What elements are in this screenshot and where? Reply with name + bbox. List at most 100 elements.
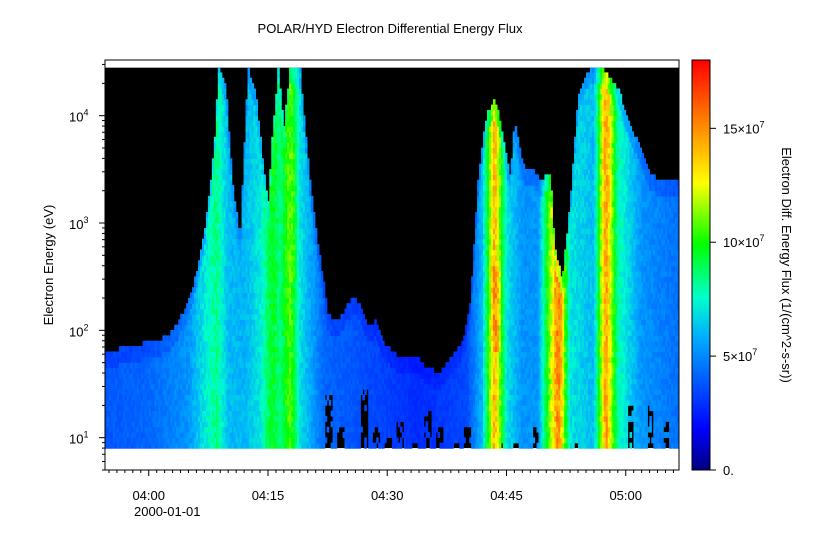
spectrogram-cell xyxy=(134,378,138,385)
spectrogram-cell xyxy=(322,442,326,449)
spectrogram-cell xyxy=(128,372,132,379)
spectrogram-cell xyxy=(105,437,108,444)
spectrogram-cell xyxy=(150,378,154,385)
spectrogram-cell xyxy=(158,378,162,385)
spectrogram-cell xyxy=(108,372,112,379)
spectrogram-cell xyxy=(227,131,231,138)
spectrogram-cell xyxy=(114,367,118,374)
spectrogram-cell xyxy=(166,410,169,417)
spectrogram-cell xyxy=(300,104,304,111)
spectrogram-cell xyxy=(136,356,140,363)
spectrogram-cell xyxy=(174,340,177,347)
spectrogram-cell xyxy=(140,431,144,438)
spectrogram-cell xyxy=(190,431,193,438)
spectrogram-cell xyxy=(128,415,132,422)
spectrogram-cell xyxy=(164,399,167,406)
spectrogram-cell xyxy=(281,115,284,122)
spectrogram-cell xyxy=(114,410,118,417)
spectrogram-cell xyxy=(263,174,266,181)
spectrogram-cell xyxy=(118,351,122,358)
spectrogram-cell xyxy=(166,442,169,449)
spectrogram-cell xyxy=(142,356,146,363)
spectrogram-cell xyxy=(128,389,132,396)
spectrogram-cell xyxy=(182,394,185,401)
spectrogram-cell xyxy=(158,405,162,412)
spectrogram-cell xyxy=(166,394,169,401)
spectrogram-cell xyxy=(132,405,136,412)
spectrogram-cell xyxy=(142,442,146,449)
spectrogram-cell xyxy=(184,324,187,331)
spectrogram-cell xyxy=(298,72,302,79)
spectrogram-cell xyxy=(184,399,187,406)
spectrogram-cell xyxy=(312,217,316,224)
spectrogram-cell xyxy=(168,378,171,385)
spectrogram-cell xyxy=(358,442,361,449)
spectrogram-cell xyxy=(122,346,126,353)
spectrogram-cell xyxy=(178,367,181,374)
spectrogram-cell xyxy=(178,351,181,358)
spectrogram-cell xyxy=(118,415,122,422)
spectrogram-cell xyxy=(162,351,165,358)
spectrogram-cell xyxy=(188,399,191,406)
spectrogram-cell xyxy=(170,394,173,401)
spectrogram-cell xyxy=(170,356,173,363)
spectrogram-cell xyxy=(134,356,138,363)
spectrogram-cell xyxy=(190,335,193,342)
spectrogram-cell xyxy=(184,335,187,342)
spectrogram-cell xyxy=(140,356,144,363)
spectrogram-cell xyxy=(106,383,110,390)
spectrogram-cell xyxy=(106,431,110,438)
spectrogram-cell xyxy=(140,421,144,428)
spectrogram-cell xyxy=(190,399,193,406)
spectrogram-cell xyxy=(110,442,114,449)
spectrogram-cell xyxy=(172,421,175,428)
spectrogram-cell xyxy=(110,372,114,379)
spectrogram-cell xyxy=(176,367,179,374)
spectrogram-cell xyxy=(138,362,142,369)
spectrogram-cell xyxy=(186,405,189,412)
spectrogram-cell xyxy=(105,351,108,358)
spectrogram-cell xyxy=(172,378,175,385)
spectrogram-cell xyxy=(160,421,163,428)
spectrogram-cell xyxy=(172,415,175,422)
spectrogram-cell xyxy=(180,351,183,358)
spectrogram-cell xyxy=(110,426,114,433)
spectrogram-cell xyxy=(106,410,110,417)
spectrogram-cell xyxy=(136,346,140,353)
spectrogram-cell xyxy=(166,389,169,396)
spectrogram-cell xyxy=(112,426,116,433)
spectrogram-cell xyxy=(150,340,154,347)
spectrogram-cell xyxy=(126,405,130,412)
spectrogram-cell xyxy=(140,437,144,444)
spectrogram-cell xyxy=(134,431,138,438)
spectrogram-cell xyxy=(152,367,156,374)
spectrogram-cell xyxy=(152,410,156,417)
spectrogram-cell xyxy=(257,131,260,138)
spectrogram-cell xyxy=(152,399,156,406)
spectrogram-cell xyxy=(180,437,183,444)
spectrogram-cell xyxy=(105,415,108,422)
spectrogram-cell xyxy=(122,351,126,358)
spectrogram-cell xyxy=(176,372,179,379)
spectrogram-cell xyxy=(334,431,338,438)
spectrogram-cell xyxy=(184,319,187,326)
spectrogram-cell xyxy=(138,421,142,428)
spectrogram-cell xyxy=(188,346,191,353)
spectrogram-cell xyxy=(142,372,146,379)
spectrogram-cell xyxy=(134,383,138,390)
spectrogram-cell xyxy=(158,394,162,401)
spectrogram-cell xyxy=(146,389,150,396)
spectrogram-cell xyxy=(184,346,187,353)
spectrogram-cell xyxy=(140,346,144,353)
spectrogram-cell xyxy=(154,346,158,353)
spectrogram-cell xyxy=(176,389,179,396)
spectrogram-cell xyxy=(114,362,118,369)
spectrogram-cell xyxy=(178,319,181,326)
spectrogram-cell xyxy=(122,415,126,422)
spectrogram-cell xyxy=(190,405,193,412)
spectrogram-cell xyxy=(172,367,175,374)
spectrogram-cell xyxy=(132,426,136,433)
spectrogram-cell xyxy=(110,399,114,406)
spectrogram-cell xyxy=(160,340,163,347)
spectrogram-cell xyxy=(160,415,163,422)
